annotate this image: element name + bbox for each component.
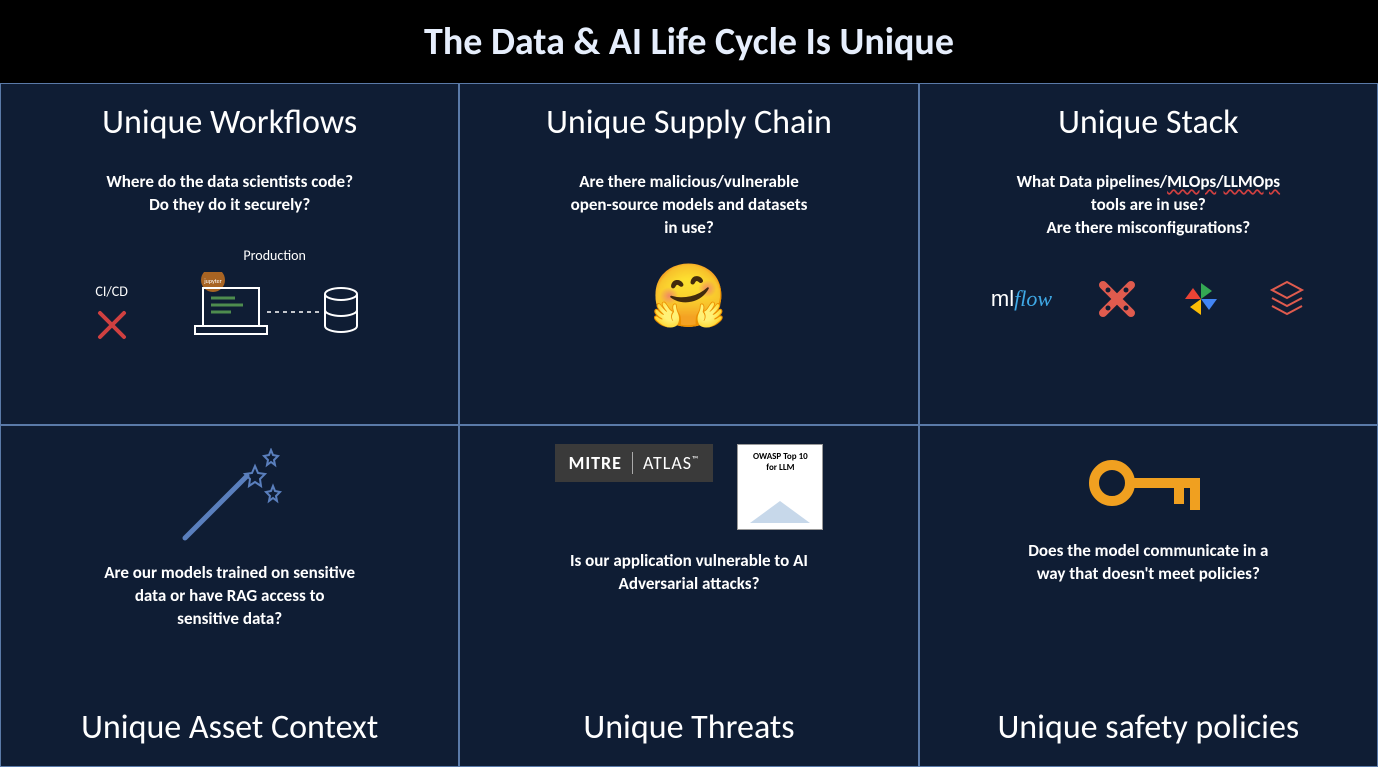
q-llmops: LLMOps xyxy=(1224,171,1281,192)
key-icon xyxy=(1088,448,1208,518)
cell-title-safety: Unique safety policies xyxy=(944,707,1353,748)
q-line: Where do the data scientists code? xyxy=(106,171,353,192)
x-mark-icon xyxy=(95,308,129,342)
grid-container: Unique Workflows Where do the data scien… xyxy=(0,83,1378,767)
cicd-col: CI/CD xyxy=(95,283,129,342)
q-line: Are our models trained on sensitive xyxy=(104,562,355,583)
cicd-label: CI/CD xyxy=(95,283,127,300)
owasp-card: OWASP Top 10 for LLM xyxy=(737,444,823,530)
mlflow-flow: flow xyxy=(1014,286,1052,311)
cell-question-safety: Does the model communicate in a way that… xyxy=(944,540,1353,586)
q-line: way that doesn't meet policies? xyxy=(1037,563,1260,584)
q-line: Does the model communicate in a xyxy=(1028,540,1268,561)
q-line: Adversarial attacks? xyxy=(619,573,760,594)
mitre-atlas-badge: MITRE ATLAS™ xyxy=(555,444,714,482)
page-title: The Data & AI Life Cycle Is Unique xyxy=(424,19,954,65)
cell-title-workflows: Unique Workflows xyxy=(25,102,434,143)
q-line: Do they do it securely? xyxy=(149,194,310,215)
mlflow-logo: mlflow xyxy=(991,285,1052,312)
q-line: in use? xyxy=(664,217,713,238)
workflows-icons-row: CI/CD Production jupyter xyxy=(25,247,434,342)
atlas-tm: ™ xyxy=(692,454,699,465)
q-line: Is our application vulnerable to AI xyxy=(570,550,808,571)
q-sep: / xyxy=(1216,171,1223,192)
svg-text:jupyter: jupyter xyxy=(203,277,221,285)
q-line: data or have RAG access to xyxy=(135,585,325,606)
q-line: Are there misconfigurations? xyxy=(1046,217,1250,238)
stack-layers-icon xyxy=(1268,280,1306,318)
cell-question-threats: Is our application vulnerable to AI Adve… xyxy=(484,550,893,596)
stack-logos-row: mlflow xyxy=(944,280,1353,318)
cell-title-asset: Unique Asset Context xyxy=(25,707,434,748)
q-mlops: MLOps xyxy=(1167,171,1216,192)
q-line: open-source models and datasets xyxy=(571,194,808,215)
huggingface-icon: 🤗 xyxy=(484,258,893,334)
mitre-divider xyxy=(632,452,633,474)
laptop-db-icon: jupyter xyxy=(185,272,365,342)
cell-safety: Does the model communicate in a way that… xyxy=(919,425,1378,767)
q-line: sensitive data? xyxy=(177,608,282,629)
mlflow-ml: ml xyxy=(991,286,1014,311)
atlas-text: ATLAS™ xyxy=(643,452,699,474)
cell-question-asset: Are our models trained on sensitive data… xyxy=(25,562,434,631)
magic-wand-icon xyxy=(175,448,285,548)
owasp-line2: for LLM xyxy=(766,462,794,473)
atlas-word: ATLAS xyxy=(643,452,692,474)
production-col: Production jupyter xyxy=(185,247,365,342)
q-line: tools are in use? xyxy=(1091,194,1206,215)
pinwheel-icon xyxy=(1182,280,1220,318)
cell-title-supply: Unique Supply Chain xyxy=(484,102,893,143)
cell-supply-chain: Unique Supply Chain Are there malicious/… xyxy=(459,83,918,425)
q-line: Are there malicious/vulnerable xyxy=(579,171,799,192)
cell-title-threats: Unique Threats xyxy=(484,707,893,748)
cell-question-stack: What Data pipelines/MLOps/LLMOps tools a… xyxy=(944,171,1353,240)
cell-workflows: Unique Workflows Where do the data scien… xyxy=(0,83,459,425)
cell-asset-context: Are our models trained on sensitive data… xyxy=(0,425,459,767)
production-label: Production xyxy=(243,247,305,264)
cell-question-workflows: Where do the data scientists code? Do th… xyxy=(25,171,434,217)
cell-threats: MITRE ATLAS™ OWASP Top 10 for LLM Is our… xyxy=(459,425,918,767)
owasp-triangle-icon xyxy=(750,501,810,523)
cell-stack: Unique Stack What Data pipelines/MLOps/L… xyxy=(919,83,1378,425)
q-line: What Data pipelines/ xyxy=(1017,171,1168,192)
owasp-line1: OWASP Top 10 xyxy=(753,451,808,462)
header-bar: The Data & AI Life Cycle Is Unique xyxy=(0,0,1378,83)
mitre-text: MITRE xyxy=(569,452,622,474)
cell-title-stack: Unique Stack xyxy=(944,102,1353,143)
threats-logos-row: MITRE ATLAS™ OWASP Top 10 for LLM xyxy=(484,444,893,530)
cell-question-supply: Are there malicious/vulnerable open-sour… xyxy=(484,171,893,240)
red-x-logo-icon xyxy=(1099,281,1135,317)
